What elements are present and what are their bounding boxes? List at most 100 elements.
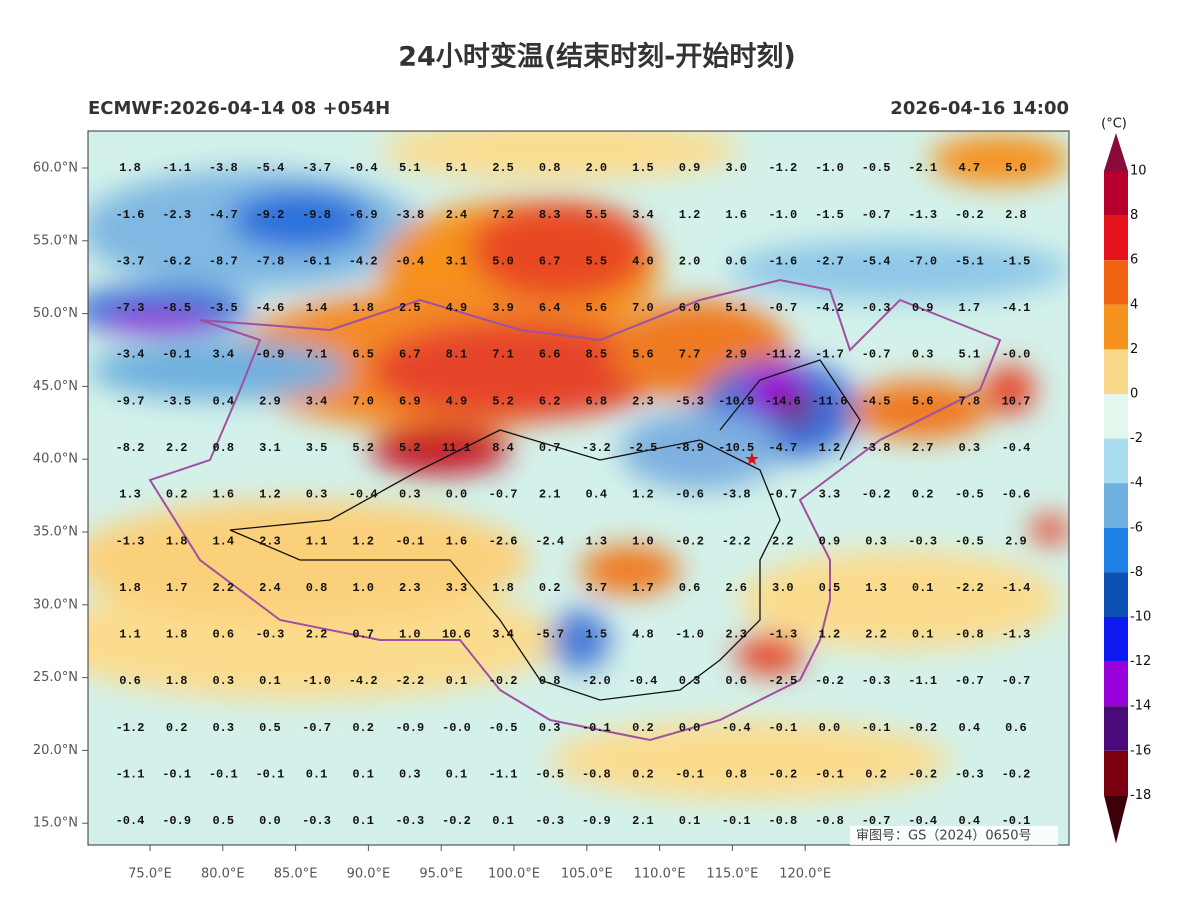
grid-value: 0.4 <box>212 394 234 408</box>
grid-value: -4.1 <box>1002 301 1031 315</box>
lon-label: 110.0°E <box>634 867 686 882</box>
grid-value: 2.2 <box>166 441 188 455</box>
grid-value: 0.2 <box>166 721 188 735</box>
grid-value: 1.8 <box>166 674 188 688</box>
grid-value: -0.5 <box>535 767 564 781</box>
grid-value: 0.3 <box>306 488 328 502</box>
colorbar-band <box>1104 572 1128 617</box>
grid-value: 5.6 <box>632 348 654 362</box>
grid-value: -8.5 <box>162 301 191 315</box>
grid-value: -5.7 <box>535 628 564 642</box>
grid-value: -0.2 <box>955 208 984 222</box>
grid-value: 1.7 <box>166 581 188 595</box>
grid-value: 0.4 <box>959 721 981 735</box>
grid-value: 2.1 <box>539 488 561 502</box>
grid-value: 0.1 <box>446 767 468 781</box>
grid-value: 0.1 <box>446 674 468 688</box>
grid-value: 3.4 <box>306 394 328 408</box>
grid-value: 2.9 <box>259 394 281 408</box>
grid-value: -3.5 <box>162 394 191 408</box>
grid-value: -0.3 <box>535 814 564 828</box>
grid-value: 0.5 <box>819 581 841 595</box>
grid-value: -1.2 <box>116 721 145 735</box>
lat-label: 50.0°N <box>33 306 78 321</box>
grid-value: -0.7 <box>955 674 984 688</box>
grid-value: 1.8 <box>119 581 141 595</box>
grid-value: 1.6 <box>725 208 747 222</box>
grid-value: 1.2 <box>632 488 654 502</box>
grid-value: 0.6 <box>679 581 701 595</box>
grid-value: -11.2 <box>765 348 801 362</box>
grid-value: 0.3 <box>865 534 887 548</box>
grid-value: 5.2 <box>352 441 374 455</box>
grid-value: 4.8 <box>632 628 654 642</box>
grid-value: 2.9 <box>1005 534 1027 548</box>
colorbar-label: 4 <box>1130 297 1138 312</box>
grid-value: 7.7 <box>679 348 701 362</box>
grid-value: 4.9 <box>446 301 468 315</box>
lat-label: 15.0°N <box>33 816 78 831</box>
grid-value: -7.3 <box>116 301 145 315</box>
lon-label: 115.0°E <box>706 867 758 882</box>
colorbar-unit: (°C) <box>1101 117 1127 132</box>
grid-value: 2.2 <box>865 628 887 642</box>
grid-value: -0.2 <box>675 534 704 548</box>
grid-value: 2.0 <box>585 161 607 175</box>
grid-value: 0.3 <box>539 721 561 735</box>
colorbar-label: 2 <box>1130 342 1138 357</box>
grid-value: -1.1 <box>489 767 518 781</box>
grid-value: 1.8 <box>352 301 374 315</box>
grid-value: -1.3 <box>908 208 937 222</box>
lon-label: 120.0°E <box>779 867 831 882</box>
grid-value: 1.0 <box>399 628 421 642</box>
grid-value: -0.3 <box>862 301 891 315</box>
grid-value: -0.4 <box>395 254 424 268</box>
colorbar-band <box>1104 171 1128 216</box>
grid-value: 1.6 <box>446 534 468 548</box>
colorbar-band <box>1104 527 1128 573</box>
grid-value: -2.4 <box>535 534 564 548</box>
grid-value: -14.6 <box>765 394 801 408</box>
grid-value: 1.3 <box>865 581 887 595</box>
grid-value: 1.4 <box>212 534 234 548</box>
grid-value: -1.1 <box>908 674 937 688</box>
grid-value: 2.8 <box>1005 208 1027 222</box>
grid-value: 2.5 <box>492 161 514 175</box>
grid-value: 2.3 <box>725 628 747 642</box>
grid-value: 1.6 <box>212 488 234 502</box>
grid-value: 0.2 <box>865 767 887 781</box>
grid-value: -0.8 <box>815 814 844 828</box>
colorbar-cap <box>1104 133 1128 171</box>
grid-value: 1.7 <box>632 581 654 595</box>
grid-value: -0.3 <box>302 814 331 828</box>
grid-value: -0.8 <box>955 628 984 642</box>
lat-label: 20.0°N <box>33 743 78 758</box>
grid-value: 0.6 <box>119 674 141 688</box>
grid-value: 0.9 <box>679 161 701 175</box>
grid-value: 1.0 <box>632 534 654 548</box>
colorbar-label: 8 <box>1130 208 1138 223</box>
grid-value: -0.7 <box>1002 674 1031 688</box>
colorbar-band <box>1104 260 1128 305</box>
colorbar-label: -14 <box>1130 699 1151 714</box>
grid-value: 0.7 <box>539 441 561 455</box>
note-bg <box>850 826 1058 845</box>
grid-value: 0.4 <box>585 488 607 502</box>
grid-value: 0.8 <box>212 441 234 455</box>
grid-value: -0.4 <box>1002 441 1031 455</box>
grid-value: 7.8 <box>959 394 981 408</box>
grid-value: -2.7 <box>815 254 844 268</box>
grid-value: 3.3 <box>819 488 841 502</box>
colorbar-band <box>1104 706 1128 751</box>
grid-value: 5.2 <box>399 441 421 455</box>
grid-value: -1.6 <box>116 208 145 222</box>
grid-value: 10.7 <box>1002 394 1031 408</box>
grid-value: -0.2 <box>908 767 937 781</box>
grid-value: 0.3 <box>399 767 421 781</box>
lat-label: 25.0°N <box>33 670 78 685</box>
grid-value: 0.1 <box>492 814 514 828</box>
grid-value: 1.1 <box>306 534 328 548</box>
colorbar-label: -8 <box>1130 565 1143 580</box>
grid-value: 0.8 <box>539 161 561 175</box>
